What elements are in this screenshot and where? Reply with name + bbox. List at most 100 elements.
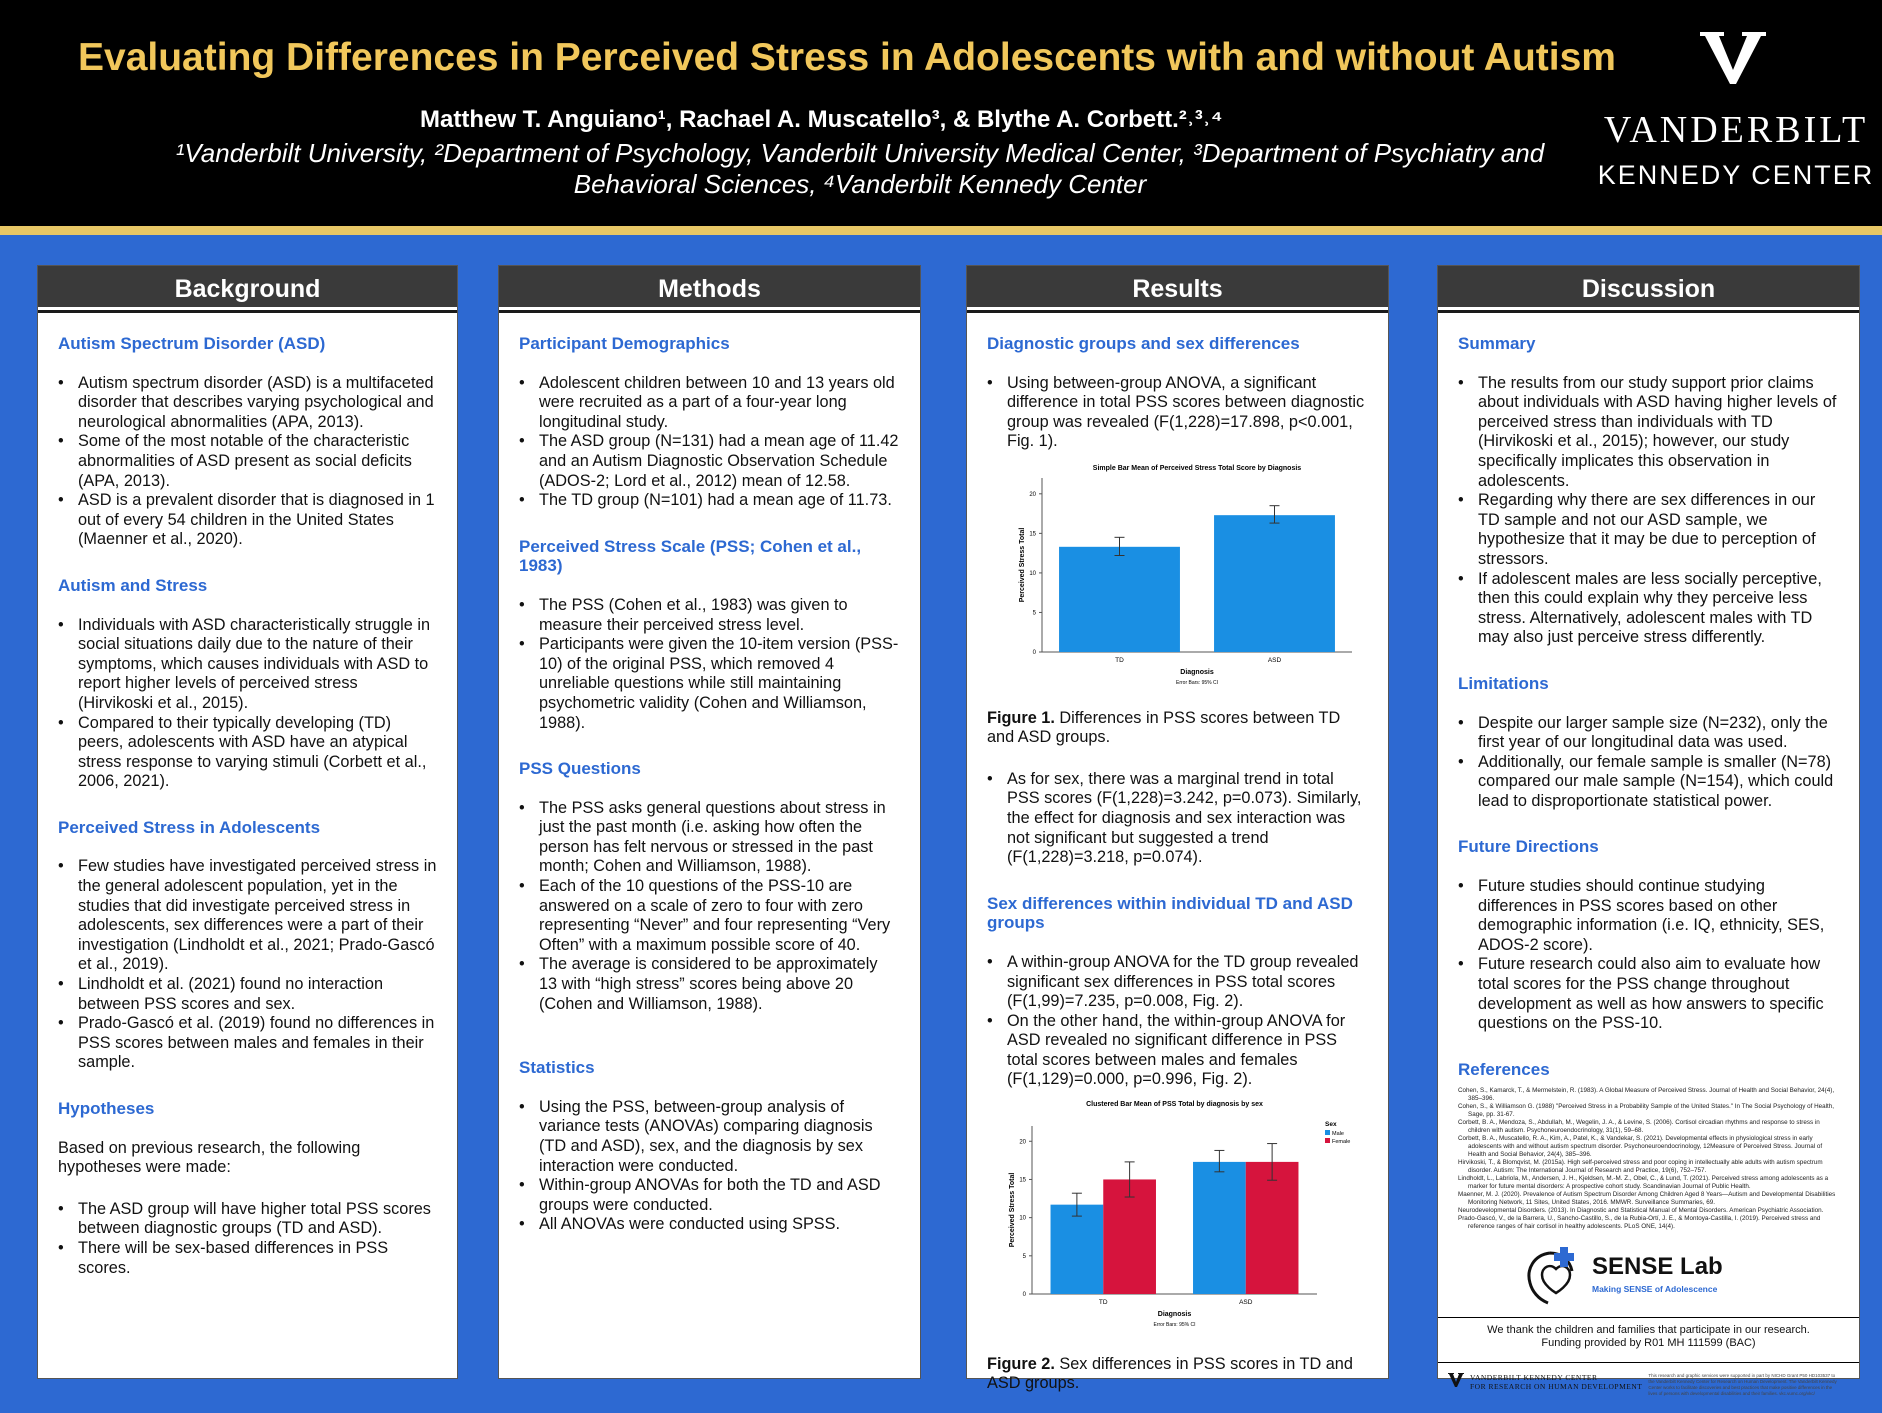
sense-lab-tagline: Making SENSE of Adolescence: [1592, 1283, 1718, 1294]
figure-2-label: Figure 2.: [987, 1354, 1055, 1373]
legend-swatch: [1325, 1138, 1330, 1144]
reference-item: Cohen, S., & Williamson G. (1988) "Perce…: [1458, 1103, 1835, 1119]
section-title: Diagnostic groups and sex differences: [987, 334, 1300, 353]
bullet-item: A within-group ANOVA for the TD group re…: [987, 953, 1368, 1012]
background-panel: Background Autism Spectrum Disorder (ASD…: [37, 265, 458, 1379]
bullet-item: The ASD group (N=131) had a mean age of …: [519, 432, 900, 491]
bullet-item: Despite our larger sample size (N=232), …: [1458, 714, 1839, 753]
x-axis-label: Diagnosis: [1158, 1311, 1192, 1318]
reference-item: Lindholdt, L., Labriola, M., Andersen, J…: [1458, 1175, 1829, 1191]
y-tick-label: 15: [1029, 531, 1036, 537]
reference-item: Corbett, B. A., Mendoza, S., Abdullah, M…: [1458, 1119, 1820, 1135]
affiliations-line-1: ¹Vanderbilt University, ²Department of P…: [175, 138, 1545, 168]
bar: [1059, 546, 1180, 652]
x-tick-label: TD: [1099, 1299, 1108, 1306]
legend-label: Female: [1332, 1139, 1350, 1145]
y-tick-label: 5: [1023, 1254, 1027, 1260]
figure-2-caption-text: Sex differences in PSS scores in TD and …: [987, 1354, 1353, 1393]
thanks-line: We thank the children and families that …: [1487, 1324, 1810, 1337]
methods-panel: Methods Participant Demographics Adolesc…: [498, 265, 921, 1379]
y-tick-label: 10: [1029, 571, 1036, 577]
bullet-item: Each of the 10 questions of the PSS-10 a…: [519, 877, 900, 955]
section-title: PSS Questions: [519, 759, 641, 779]
poster-title: Evaluating Differences in Perceived Stre…: [78, 36, 1616, 79]
sense-lab-name: SENSE Lab: [1592, 1252, 1723, 1280]
section-title: Participant Demographics: [519, 334, 730, 353]
y-axis-label: Perceived Stress Total: [1019, 528, 1026, 603]
bullet-item: The PSS (Cohen et al., 1983) was given t…: [519, 596, 900, 635]
reference-item: Prado-Gascó, V., de la Barrera, U., Sanc…: [1458, 1215, 1821, 1231]
sense-lab-logo: SENSE Lab Making SENSE of Adolescence: [1520, 1245, 1839, 1307]
discussion-heading: Discussion: [1438, 266, 1859, 310]
background-heading: Background: [38, 266, 457, 310]
bullet-list: Individuals with ASD characteristically …: [58, 616, 437, 792]
bullet-item: Using the PSS, between-group analysis of…: [519, 1098, 900, 1176]
vanderbilt-v-icon: [1448, 1373, 1464, 1388]
bullet-item: The PSS asks general questions about str…: [519, 799, 900, 877]
funding-line: Funding provided by R01 MH 111599 (BAC): [1541, 1337, 1756, 1350]
bullet-item: There will be sex-based differences in P…: [58, 1239, 437, 1278]
bullet-item: Participants were given the 10-item vers…: [519, 635, 900, 733]
figure-2-clustered-bar-chart: Clustered Bar Mean of PSS Total by diagn…: [1009, 1101, 1350, 1328]
bullet-item: Using between-group ANOVA, a significant…: [987, 374, 1368, 452]
bullet-item: Future research could also aim to evalua…: [1458, 955, 1839, 1033]
bullet-item: Individuals with ASD characteristically …: [58, 616, 437, 714]
vanderbilt-wordmark: VANDERBILT: [1603, 109, 1869, 151]
header-divider: [0, 226, 1882, 235]
y-tick-label: 20: [1019, 1139, 1026, 1145]
bar: [1103, 1179, 1156, 1295]
bullet-item: Few studies have investigated perceived …: [58, 857, 437, 975]
vkc-line-1: VANDERBILT KENNEDY CENTER: [1470, 1373, 1598, 1383]
bullet-list: The PSS (Cohen et al., 1983) was given t…: [519, 596, 900, 733]
reference-item: Maenner, M. J. (2020). Prevalence of Aut…: [1458, 1191, 1836, 1207]
y-tick-label: 5: [1033, 610, 1037, 616]
bullet-list: The PSS asks general questions about str…: [519, 799, 900, 1015]
y-tick-label: 0: [1023, 1292, 1027, 1298]
hypotheses-intro: Based on previous research, the followin…: [58, 1138, 361, 1177]
section-title: Perceived Stress Scale (PSS; Cohen et al…: [519, 536, 862, 576]
poster-header: Evaluating Differences in Perceived Stre…: [0, 0, 1882, 226]
discussion-panel: Discussion Summary The results from our …: [1437, 265, 1860, 1396]
affiliations-line-2: Behavioral Sciences, ⁴Vanderbilt Kennedy…: [573, 169, 1147, 199]
figure-1-bar-chart: Simple Bar Mean of Perceived Stress Tota…: [1019, 465, 1352, 686]
bullet-item: Lindholdt et al. (2021) found no interac…: [58, 975, 437, 1014]
section-title: Summary: [1458, 334, 1536, 353]
methods-heading: Methods: [499, 266, 920, 310]
x-tick-label: ASD: [1268, 657, 1282, 664]
bullet-item: Autism spectrum disorder (ASD) is a mult…: [58, 374, 437, 433]
y-axis-label: Perceived Stress Total: [1009, 1173, 1016, 1248]
bullet-list: Autism spectrum disorder (ASD) is a mult…: [58, 374, 437, 550]
figure-1-label: Figure 1.: [987, 708, 1055, 727]
bullet-item: The ASD group will have higher total PSS…: [58, 1200, 437, 1239]
figure-1-caption: Figure 1. Differences in PSS scores betw…: [987, 709, 1368, 748]
bar: [1214, 515, 1335, 652]
sense-lab-head-icon: [1527, 1247, 1574, 1305]
section-title: Autism and Stress: [58, 575, 208, 595]
x-axis-label: Diagnosis: [1180, 669, 1214, 676]
bullet-list: The results from our study support prior…: [1458, 374, 1839, 648]
bullet-list: Using the PSS, between-group analysis of…: [519, 1098, 900, 1235]
reference-item: Neurodevelopmental Disorders. (2013). In…: [1458, 1207, 1824, 1215]
bullet-item: If adolescent males are less socially pe…: [1458, 570, 1839, 648]
bullet-item: Regarding why there are sex differences …: [1458, 491, 1839, 569]
bullet-item: The average is considered to be approxim…: [519, 955, 900, 1014]
bullet-list: A within-group ANOVA for the TD group re…: [987, 953, 1368, 1090]
bullet-list: Adolescent children between 10 and 13 ye…: [519, 374, 900, 511]
y-tick-label: 15: [1019, 1178, 1026, 1184]
legend-label: Male: [1332, 1131, 1344, 1137]
bullet-item: All ANOVAs were conducted using SPSS.: [519, 1215, 900, 1235]
y-tick-label: 20: [1029, 492, 1036, 498]
bullet-list: As for sex, there was a marginal trend i…: [987, 770, 1368, 868]
bullet-list: The ASD group will have higher total PSS…: [58, 1200, 437, 1278]
section-title: Perceived Stress in Adolescents: [58, 817, 321, 837]
bullet-item: Future studies should continue studying …: [1458, 877, 1839, 955]
error-bar-note: Error Bars: 95% CI: [1154, 1322, 1196, 1328]
bullet-item: Additionally, our female sample is small…: [1458, 753, 1839, 812]
bullet-item: Some of the most notable of the characte…: [58, 432, 437, 491]
section-title: Limitations: [1458, 673, 1549, 693]
figure-2-caption: Figure 2. Sex differences in PSS scores …: [987, 1355, 1368, 1394]
reference-list: Cohen, S., Kamarck, T., & Mermelstein, R…: [1458, 1087, 1839, 1231]
bullet-item: As for sex, there was a marginal trend i…: [987, 770, 1368, 868]
bullet-list: Despite our larger sample size (N=232), …: [1458, 714, 1839, 812]
legend-swatch: [1325, 1130, 1330, 1136]
